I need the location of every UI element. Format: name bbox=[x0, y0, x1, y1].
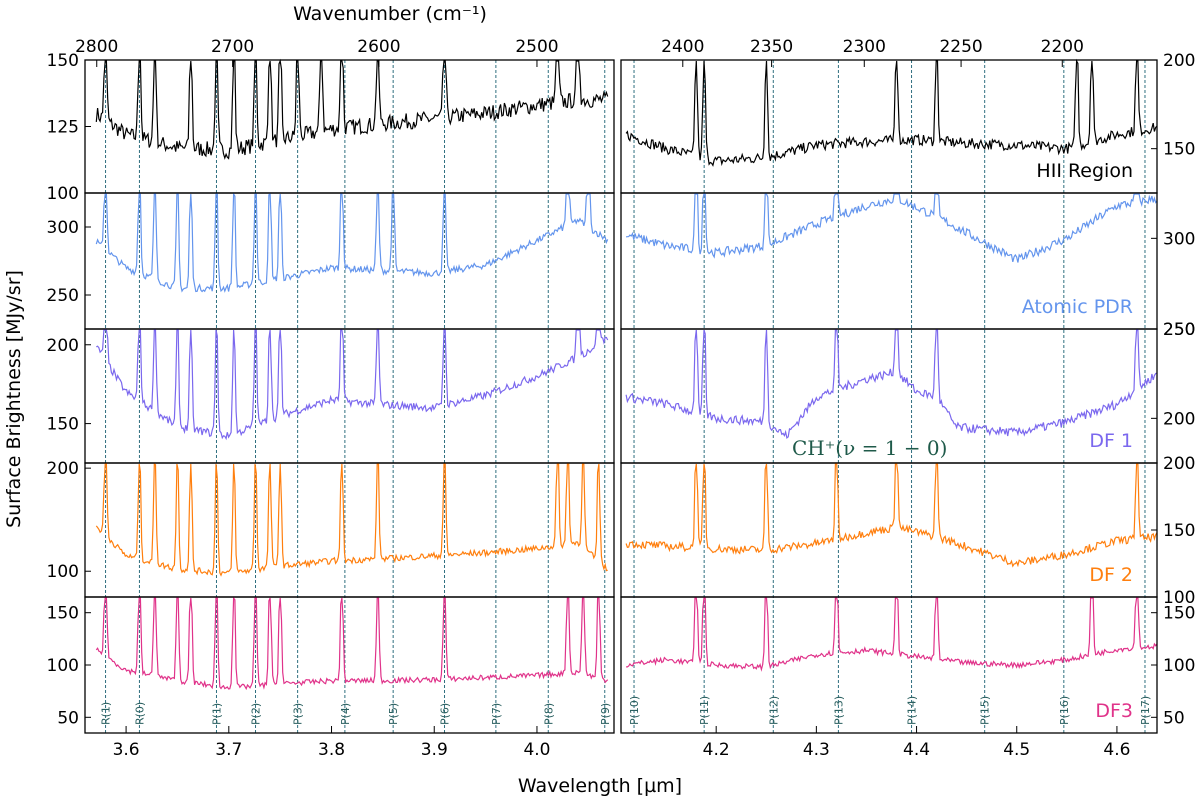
spectrum-left bbox=[95, 596, 609, 691]
marker-label: P(13) bbox=[832, 696, 845, 725]
top-tick-label: 2600 bbox=[357, 37, 400, 57]
x-tick-label: 4.3 bbox=[803, 740, 830, 760]
ch-plus-label: CH⁺(ν = 1 − 0) bbox=[792, 436, 947, 460]
panel-frame-left bbox=[84, 59, 615, 194]
marker-label: P(5) bbox=[387, 703, 400, 725]
y-tick-label-right: 100 bbox=[1163, 588, 1195, 608]
y-tick-label-right: 100 bbox=[1163, 656, 1195, 676]
marker-label: P(17) bbox=[1139, 696, 1152, 725]
panel-label: DF 1 bbox=[1089, 430, 1133, 452]
spectrum-left bbox=[95, 58, 609, 160]
marker-label: P(6) bbox=[439, 703, 452, 725]
marker-label: P(7) bbox=[490, 703, 503, 725]
top-tick-label: 2500 bbox=[515, 37, 558, 57]
y-tick-label-right: 300 bbox=[1163, 229, 1195, 249]
spectrum-left bbox=[95, 462, 608, 577]
y-tick-label-right: 200 bbox=[1163, 409, 1195, 429]
y-tick-label-right: 50 bbox=[1163, 708, 1185, 728]
y-tick-label-right: 150 bbox=[1163, 604, 1195, 624]
y-tick-label-right: 200 bbox=[1163, 51, 1195, 71]
marker-label: P(3) bbox=[292, 703, 305, 725]
spectrum-right bbox=[625, 329, 1158, 440]
top-tick-label: 2300 bbox=[843, 37, 886, 57]
y-tick-label-right: 200 bbox=[1163, 454, 1195, 474]
top-tick-label: 2400 bbox=[661, 37, 704, 57]
y-tick-label-left: 100 bbox=[47, 184, 79, 204]
top-x-axis-label: Wavenumber (cm⁻¹) bbox=[293, 3, 487, 25]
spectrum-right bbox=[626, 597, 1158, 672]
panel-label: DF 2 bbox=[1089, 564, 1133, 586]
top-tick-label: 2250 bbox=[939, 37, 982, 57]
top-tick-label: 2200 bbox=[1041, 37, 1084, 57]
marker-label: P(4) bbox=[339, 703, 352, 725]
y-tick-label-right: 250 bbox=[1163, 320, 1195, 340]
y-tick-label-left: 250 bbox=[47, 286, 79, 306]
marker-label: P(11) bbox=[698, 696, 711, 725]
y-tick-label-left: 100 bbox=[47, 562, 79, 582]
panel-frame-left bbox=[84, 192, 615, 330]
y-tick-label-left: 150 bbox=[47, 51, 79, 71]
y-tick-label-left: 200 bbox=[47, 336, 79, 356]
marker-label: P(8) bbox=[542, 703, 555, 725]
plot-area: R(1) R(0) P(1) P(2) P(3) P(4) P(5) P(6) P(7) P(8)… bbox=[47, 37, 1196, 760]
y-tick-label-left: 300 bbox=[47, 218, 79, 238]
panel-label: Atomic PDR bbox=[1022, 296, 1133, 318]
marker-label: P(2) bbox=[250, 703, 263, 725]
x-axis-label: Wavelength [µm] bbox=[518, 775, 682, 797]
y-tick-label-right: 250 bbox=[1163, 320, 1195, 340]
marker-label: P(16) bbox=[1058, 696, 1071, 725]
y-axis-label: Surface Brightness [MJy/sr] bbox=[3, 270, 25, 528]
marker-label: P(9) bbox=[599, 703, 612, 725]
panel-label: DF3 bbox=[1095, 700, 1133, 722]
panel-frame-left bbox=[84, 328, 615, 464]
y-tick-label-left: 150 bbox=[47, 415, 79, 435]
x-tick-label: 3.7 bbox=[215, 740, 242, 760]
y-tick-label-left: 200 bbox=[47, 459, 79, 479]
marker-label: P(10) bbox=[628, 696, 641, 725]
top-tick-label: 2700 bbox=[211, 37, 254, 57]
marker-label: P(15) bbox=[979, 696, 992, 725]
marker-label: R(0) bbox=[133, 702, 146, 725]
y-tick-label-left: 50 bbox=[57, 708, 79, 728]
spectrum-right bbox=[625, 463, 1158, 568]
y-tick-label-left: 150 bbox=[47, 604, 79, 624]
y-tick-label-left: 125 bbox=[47, 118, 79, 138]
y-tick-label-right: 150 bbox=[1163, 140, 1195, 160]
y-tick-label-right: 150 bbox=[1163, 521, 1195, 541]
x-tick-label: 3.9 bbox=[421, 740, 448, 760]
panel-frame-left bbox=[84, 462, 615, 598]
y-tick-label-left: 100 bbox=[47, 656, 79, 676]
spectrum-right bbox=[625, 58, 1158, 167]
x-tick-label: 4.4 bbox=[903, 740, 930, 760]
spectrum-left bbox=[95, 191, 609, 293]
panel-label: HII Region bbox=[1036, 160, 1133, 182]
top-tick-label: 2350 bbox=[750, 37, 793, 57]
x-tick-label: 4.0 bbox=[523, 740, 550, 760]
spectrum-left bbox=[96, 329, 609, 441]
top-tick-label: 2800 bbox=[75, 37, 118, 57]
marker-label: R(1) bbox=[100, 702, 113, 725]
x-tick-label: 3.8 bbox=[318, 740, 345, 760]
marker-label: P(12) bbox=[767, 696, 780, 725]
x-tick-label: 4.2 bbox=[703, 740, 730, 760]
x-tick-label: 3.6 bbox=[113, 740, 140, 760]
marker-label: P(1) bbox=[210, 703, 223, 725]
x-tick-label: 4.5 bbox=[1003, 740, 1030, 760]
spectrum-right bbox=[626, 193, 1158, 263]
x-tick-label: 4.6 bbox=[1103, 740, 1130, 760]
marker-label: P(14) bbox=[906, 696, 919, 725]
